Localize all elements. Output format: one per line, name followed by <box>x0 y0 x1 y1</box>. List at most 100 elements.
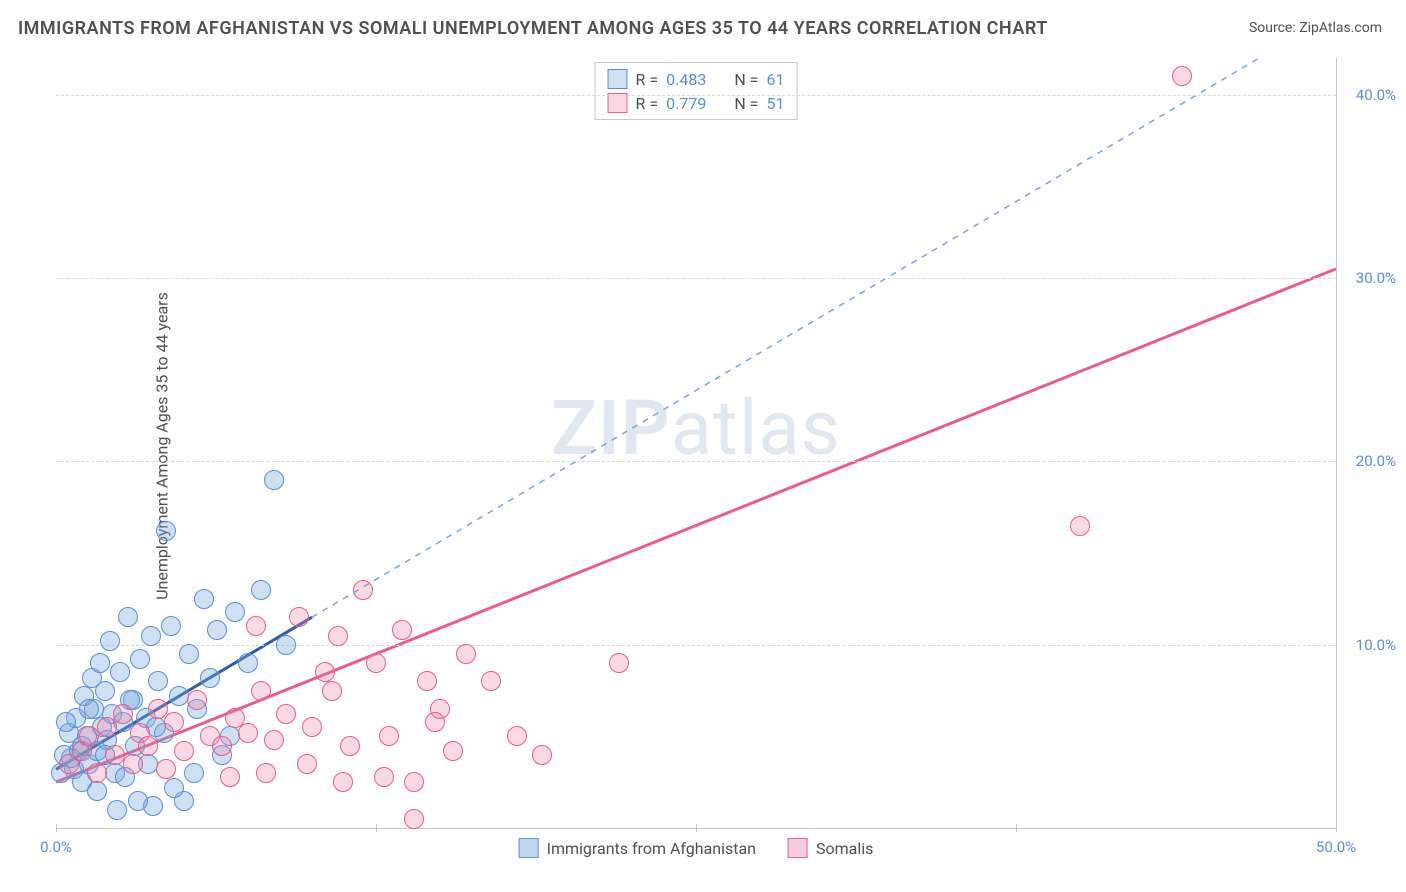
legend-swatch <box>608 93 628 113</box>
y-tick-label: 20.0% <box>1356 452 1396 470</box>
data-point <box>276 635 296 655</box>
data-point <box>174 741 194 761</box>
legend-item: Immigrants from Afghanistan <box>519 838 756 858</box>
correlation-legend: R =0.483N =61R =0.779N =51 <box>595 62 798 120</box>
data-point <box>297 754 317 774</box>
data-point <box>456 644 476 664</box>
legend-swatch <box>608 69 628 89</box>
data-point <box>100 631 120 651</box>
data-point <box>184 763 204 783</box>
data-point <box>220 767 240 787</box>
data-point <box>276 704 296 724</box>
n-value: 61 <box>766 70 784 89</box>
data-point <box>164 712 184 732</box>
data-point <box>128 791 148 811</box>
r-value: 0.483 <box>666 70 706 89</box>
data-point <box>238 653 258 673</box>
data-point <box>194 589 214 609</box>
plot-area: ZIPatlas R =0.483N =61R =0.779N =51 Immi… <box>56 58 1337 829</box>
data-point <box>404 772 424 792</box>
data-point <box>609 653 629 673</box>
gridline-horizontal <box>56 278 1336 279</box>
data-point <box>200 668 220 688</box>
data-point <box>110 662 130 682</box>
r-label: R = <box>636 94 659 113</box>
data-point <box>56 712 76 732</box>
data-point <box>169 686 189 706</box>
data-point <box>1172 66 1192 86</box>
gridline-horizontal <box>56 645 1336 646</box>
data-point <box>148 671 168 691</box>
source-prefix: Source: <box>1249 20 1299 36</box>
data-point <box>164 778 184 798</box>
data-point <box>481 671 501 691</box>
legend-label: Immigrants from Afghanistan <box>547 839 756 858</box>
source-label: Source: ZipAtlas.com <box>1249 20 1382 36</box>
data-point <box>417 671 437 691</box>
n-value: 51 <box>766 94 784 113</box>
data-point <box>156 521 176 541</box>
legend-label: Somalis <box>816 839 873 858</box>
data-point <box>340 736 360 756</box>
r-value: 0.779 <box>666 94 706 113</box>
data-point <box>79 726 99 746</box>
data-point <box>366 653 386 673</box>
data-point <box>130 649 150 669</box>
data-point <box>141 626 161 646</box>
data-point <box>333 772 353 792</box>
x-tick <box>1016 824 1017 832</box>
data-point <box>374 767 394 787</box>
data-point <box>1070 516 1090 536</box>
gridline-horizontal <box>56 95 1336 96</box>
data-point <box>107 800 127 820</box>
data-point <box>113 704 133 724</box>
data-point <box>379 726 399 746</box>
legend-swatch <box>519 838 539 858</box>
chart-title: IMMIGRANTS FROM AFGHANISTAN VS SOMALI UN… <box>18 18 1048 39</box>
data-point <box>123 754 143 774</box>
data-point <box>161 616 181 636</box>
data-point <box>302 717 322 737</box>
x-tick <box>376 824 377 832</box>
y-tick-label: 30.0% <box>1356 269 1396 287</box>
n-label: N = <box>734 70 758 89</box>
legend-item: Somalis <box>788 838 873 858</box>
data-point <box>138 736 158 756</box>
data-point <box>264 730 284 750</box>
data-point <box>95 681 115 701</box>
data-point <box>353 580 373 600</box>
legend-row: R =0.483N =61 <box>608 67 785 91</box>
data-point <box>289 607 309 627</box>
data-point <box>87 781 107 801</box>
data-point <box>264 470 284 490</box>
data-point <box>425 712 445 732</box>
y-tick-label: 10.0% <box>1356 636 1396 654</box>
data-point <box>225 602 245 622</box>
data-point <box>507 726 527 746</box>
trend-line-dashed <box>312 58 1259 617</box>
data-point <box>256 763 276 783</box>
x-tick-label: 0.0% <box>40 838 72 856</box>
data-point <box>532 745 552 765</box>
y-tick-label: 40.0% <box>1356 86 1396 104</box>
x-tick <box>696 824 697 832</box>
series-legend: Immigrants from Afghanistan Somalis <box>519 838 874 858</box>
source-value: ZipAtlas.com <box>1299 20 1382 36</box>
data-point <box>251 681 271 701</box>
data-point <box>118 607 138 627</box>
data-point <box>90 653 110 673</box>
data-point <box>79 699 99 719</box>
data-point <box>187 690 207 710</box>
data-point <box>328 626 348 646</box>
data-point <box>87 763 107 783</box>
data-point <box>207 620 227 640</box>
data-point <box>443 741 463 761</box>
data-point <box>404 809 424 829</box>
x-tick-label: 50.0% <box>1316 838 1356 856</box>
data-point <box>322 681 342 701</box>
n-label: N = <box>734 94 758 113</box>
trend-lines-svg <box>56 58 1336 828</box>
data-point <box>392 620 412 640</box>
trend-line-solid <box>56 269 1336 782</box>
x-tick <box>1336 824 1337 832</box>
